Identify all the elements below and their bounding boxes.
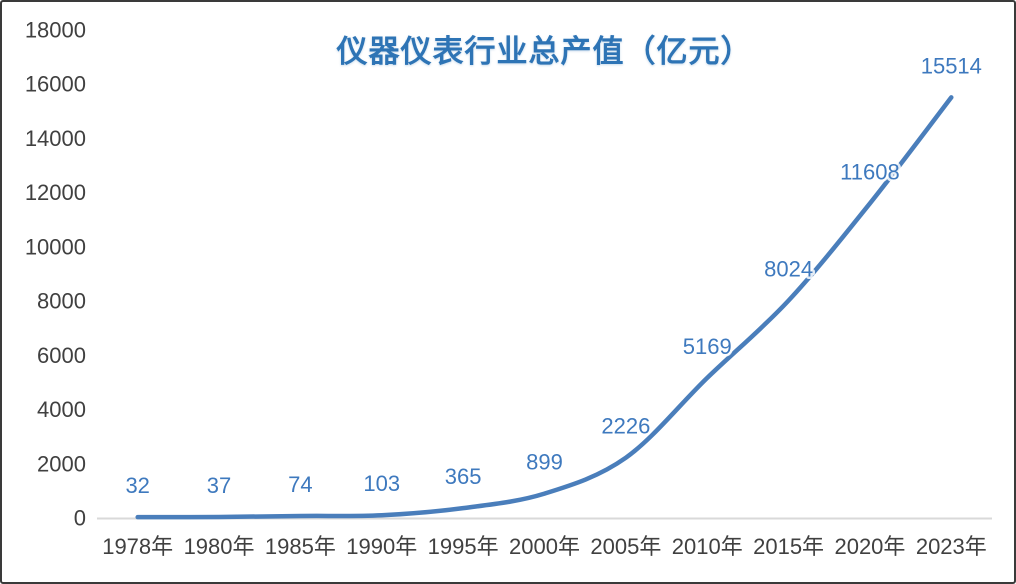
data-point-label: 37 — [207, 473, 231, 498]
x-axis-tick-label: 2005年 — [590, 534, 661, 559]
y-axis-tick-label: 6000 — [37, 343, 86, 368]
y-axis-tick-label: 2000 — [37, 451, 86, 476]
data-point-label: 5169 — [683, 334, 732, 359]
data-point-label: 103 — [363, 471, 400, 496]
y-axis-tick-label: 10000 — [25, 234, 86, 259]
x-axis-tick-label: 1985年 — [265, 534, 336, 559]
y-axis-tick-label: 14000 — [25, 126, 86, 151]
data-point-label: 32 — [125, 473, 149, 498]
x-axis-tick-label: 1995年 — [428, 534, 499, 559]
x-axis-tick-label: 2015年 — [753, 534, 824, 559]
y-axis-tick-label: 18000 — [25, 18, 86, 43]
data-point-label: 74 — [288, 472, 312, 497]
data-point-label: 899 — [526, 450, 563, 475]
y-axis-tick-label: 12000 — [25, 180, 86, 205]
data-series-line — [135, 95, 954, 520]
data-point-label: 365 — [445, 464, 482, 489]
x-axis-tick-label: 2000年 — [509, 534, 580, 559]
x-axis-tick-label: 1990年 — [346, 534, 417, 559]
y-axis-tick-label: 0 — [74, 506, 86, 531]
x-axis-tick-label: 1980年 — [184, 534, 255, 559]
y-axis-tick-label: 8000 — [37, 289, 86, 314]
data-point-label: 8024 — [764, 256, 813, 281]
data-point-label: 11608 — [840, 159, 900, 184]
data-point-label: 2226 — [601, 414, 650, 439]
data-point-label: 15514 — [921, 53, 982, 78]
x-axis-tick-label: 2023年 — [916, 534, 987, 559]
y-axis-tick-label: 4000 — [37, 397, 86, 422]
x-axis-tick-label: 2020年 — [834, 534, 905, 559]
x-axis-tick-label: 1978年 — [102, 534, 173, 559]
x-axis-tick-label: 2010年 — [672, 534, 743, 559]
y-axis-tick-label: 16000 — [25, 72, 86, 97]
